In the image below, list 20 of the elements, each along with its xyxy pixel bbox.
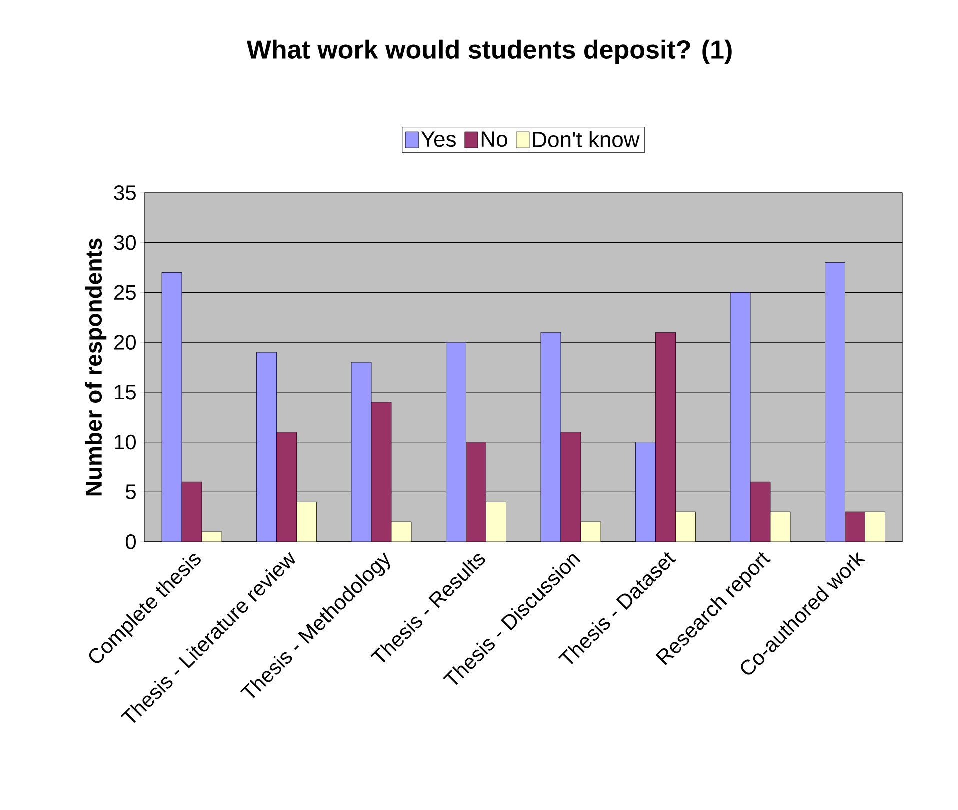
y-axis-title: Number of respondents	[85, 238, 107, 496]
bar	[296, 502, 317, 542]
y-tick-label: 15	[115, 385, 136, 400]
bar	[770, 512, 791, 542]
legend-label: Yes	[421, 132, 456, 148]
y-tick-label: 20	[114, 335, 136, 350]
bar	[391, 522, 412, 542]
bar	[580, 522, 602, 542]
bar	[486, 502, 506, 542]
bar	[865, 512, 886, 542]
y-tick-label: 30	[114, 235, 136, 250]
legend-label: No	[482, 132, 508, 148]
chart-title: What work would students deposit? (1)	[246, 40, 732, 64]
y-tick-label: 35	[114, 186, 136, 200]
y-tick-label: 25	[114, 285, 136, 300]
y-tick-label: 5	[126, 484, 136, 500]
y-tick-label: 10	[115, 434, 136, 450]
bar	[676, 512, 696, 542]
y-tick-label: 0	[126, 534, 136, 550]
legend-label: Don't know	[533, 131, 640, 148]
